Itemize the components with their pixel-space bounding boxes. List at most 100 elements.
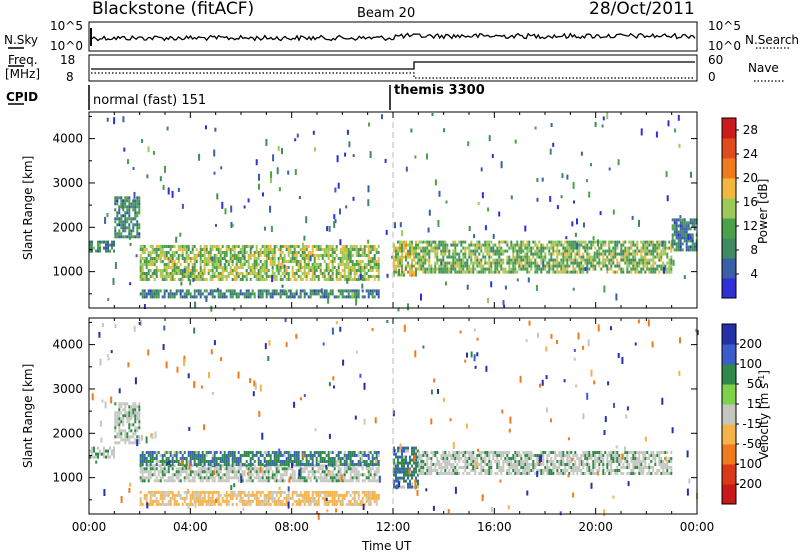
power-speckle: [677, 114, 680, 121]
velocity-cell: [488, 463, 491, 466]
velocity-cell: [113, 455, 115, 459]
power-cell: [221, 266, 224, 269]
power-cell: [203, 289, 206, 293]
power-cell: [566, 261, 569, 265]
velocity-cell: [259, 479, 262, 483]
power-cell: [578, 246, 581, 250]
velocity-cell: [297, 460, 300, 463]
power-cell: [610, 255, 613, 259]
power-cell: [279, 248, 282, 251]
power-cell: [490, 264, 493, 268]
velocity-cell: [141, 502, 144, 506]
power-cell: [673, 230, 676, 234]
power-cell: [500, 258, 503, 262]
velocity-cell: [281, 467, 284, 471]
velocity-cell: [211, 463, 214, 466]
velocity-cell: [223, 473, 226, 477]
power-cell: [217, 257, 220, 260]
velocity-cell: [199, 493, 202, 497]
velocity-cell: [363, 502, 366, 506]
power-cell: [197, 254, 200, 257]
power-cell: [205, 245, 208, 248]
velocity-cell: [233, 473, 236, 477]
velocity-cell: [464, 460, 467, 463]
velocity-cell: [403, 476, 405, 480]
power-cell: [614, 249, 617, 253]
power-cell: [171, 272, 174, 275]
power-cell: [365, 263, 368, 266]
velocity-cell: [227, 467, 230, 471]
power-cell: [472, 264, 475, 268]
velocity-cell: [199, 460, 202, 463]
power-cell: [151, 257, 154, 260]
power-cell: [480, 267, 483, 271]
velocity-cell: [438, 472, 441, 475]
power-cell: [436, 243, 439, 247]
velocity-cell: [351, 451, 354, 454]
velocity-cell: [245, 493, 248, 497]
power-cell: [351, 278, 354, 281]
power-cell: [542, 267, 545, 271]
velocity-cell: [417, 449, 419, 453]
velocity-cell: [93, 446, 95, 450]
power-cell: [171, 295, 174, 299]
power-cell: [357, 278, 360, 281]
power-cell: [411, 267, 413, 271]
power-cell: [279, 254, 282, 257]
power-cell: [143, 260, 146, 263]
power-speckle: [510, 195, 513, 200]
power-cell: [652, 261, 655, 265]
velocity-cell: [161, 463, 164, 466]
power-cell: [317, 254, 320, 257]
velocity-cell: [345, 490, 348, 494]
power-cell: [101, 240, 103, 244]
velocity-cell: [409, 455, 411, 459]
power-cell: [99, 240, 101, 244]
power-cell: [430, 243, 433, 247]
velocity-cell: [373, 470, 376, 474]
power-cell: [472, 249, 475, 253]
velocity-cell: [464, 451, 467, 454]
power-cell: [169, 260, 172, 263]
velocity-cell: [203, 460, 206, 463]
power-cell: [159, 272, 162, 275]
power-cell: [401, 249, 403, 253]
power-cell: [347, 251, 350, 254]
velocity-cell: [289, 476, 292, 480]
power-cell: [428, 267, 431, 271]
power-cell: [211, 278, 214, 281]
power-cell: [367, 254, 370, 257]
velocity-cell: [371, 463, 374, 466]
power-speckle: [104, 216, 107, 224]
power-cell: [532, 252, 535, 256]
power-cell: [239, 248, 242, 251]
velocity-cell: [399, 476, 401, 480]
power-cell: [634, 243, 637, 247]
velocity-cell: [418, 457, 421, 460]
power-cell: [179, 254, 182, 257]
velocity-cell: [259, 502, 262, 506]
power-cell: [650, 258, 653, 262]
power-cell: [526, 267, 529, 271]
power-cell: [550, 240, 553, 244]
power-cell: [671, 224, 674, 228]
velocity-cell: [325, 460, 328, 463]
power-cell: [209, 251, 212, 254]
power-cell: [616, 261, 619, 265]
power-cell: [285, 278, 288, 281]
power-cell: [636, 252, 639, 256]
power-cell: [235, 275, 238, 278]
velocity-cell: [183, 476, 186, 480]
power-cell: [351, 269, 354, 272]
power-cell: [616, 240, 619, 244]
velocity-cell: [241, 463, 244, 466]
power-cell: [273, 263, 276, 266]
velocity-cell: [209, 467, 212, 471]
velocity-cell: [393, 473, 395, 477]
velocity-cell: [345, 467, 348, 471]
velocity-cell: [289, 460, 292, 463]
velocity-cell: [165, 490, 168, 494]
velocity-cell: [349, 460, 352, 463]
velocity-cell: [407, 473, 409, 477]
